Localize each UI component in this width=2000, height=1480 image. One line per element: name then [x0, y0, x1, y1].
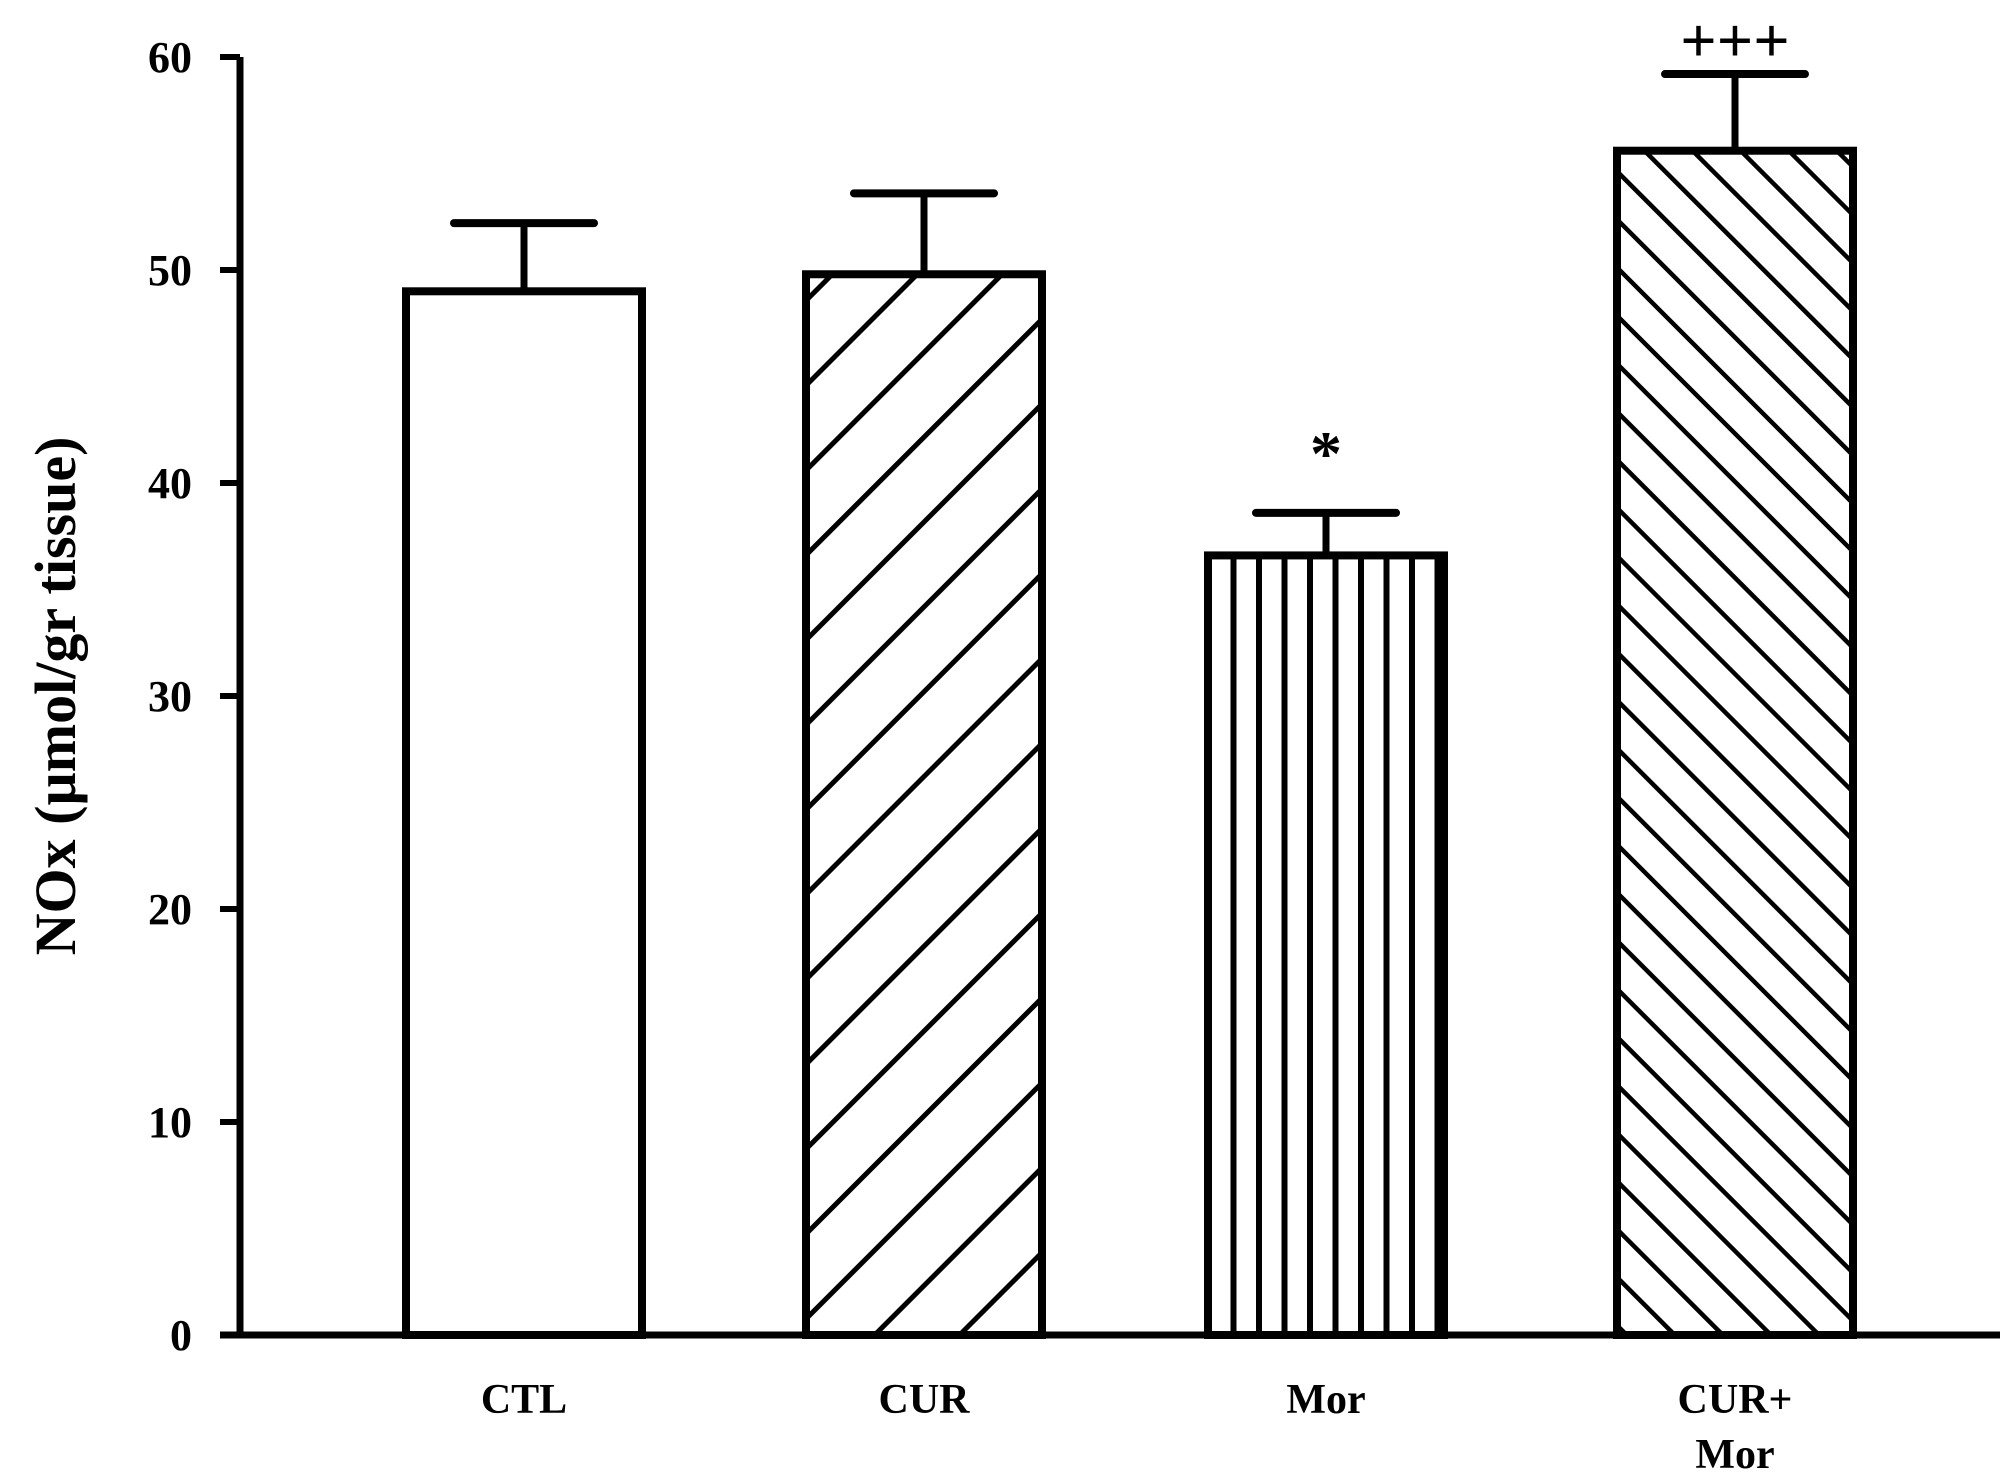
y-tick-label: 30 [148, 672, 192, 721]
category-label-line: Mor [1695, 1432, 1774, 1478]
category-label: CUR [879, 1377, 971, 1423]
category-label-line: CUR+ [1678, 1377, 1793, 1423]
bar [1204, 551, 1448, 1339]
y-axis-label: NOx (µmol/gr tissue) [23, 437, 88, 956]
y-tick-label: 20 [148, 885, 192, 934]
significance-annotation: +++ [1680, 5, 1789, 76]
y-tick-label: 50 [148, 246, 192, 295]
plot-area: 0 10 20 30 40 50 60 CTL CUR * Mor +++ CUR+ Mor [148, 5, 2000, 1478]
category-label-line: CTL [481, 1377, 567, 1423]
bar [802, 270, 1046, 1339]
y-tick-label: 0 [170, 1311, 192, 1360]
significance-annotation: * [1310, 418, 1342, 489]
y-tick-label: 40 [148, 459, 192, 508]
category-label: Mor [1286, 1377, 1365, 1423]
bar [1613, 146, 1857, 1340]
category-label-line: Mor [1286, 1377, 1365, 1423]
bar [402, 287, 646, 1339]
category-label: CTL [481, 1377, 567, 1423]
category-label: CUR+ Mor [1678, 1377, 1793, 1478]
category-label-line: CUR [879, 1377, 971, 1423]
y-tick-label: 60 [148, 33, 192, 82]
y-tick-label: 10 [148, 1098, 192, 1147]
